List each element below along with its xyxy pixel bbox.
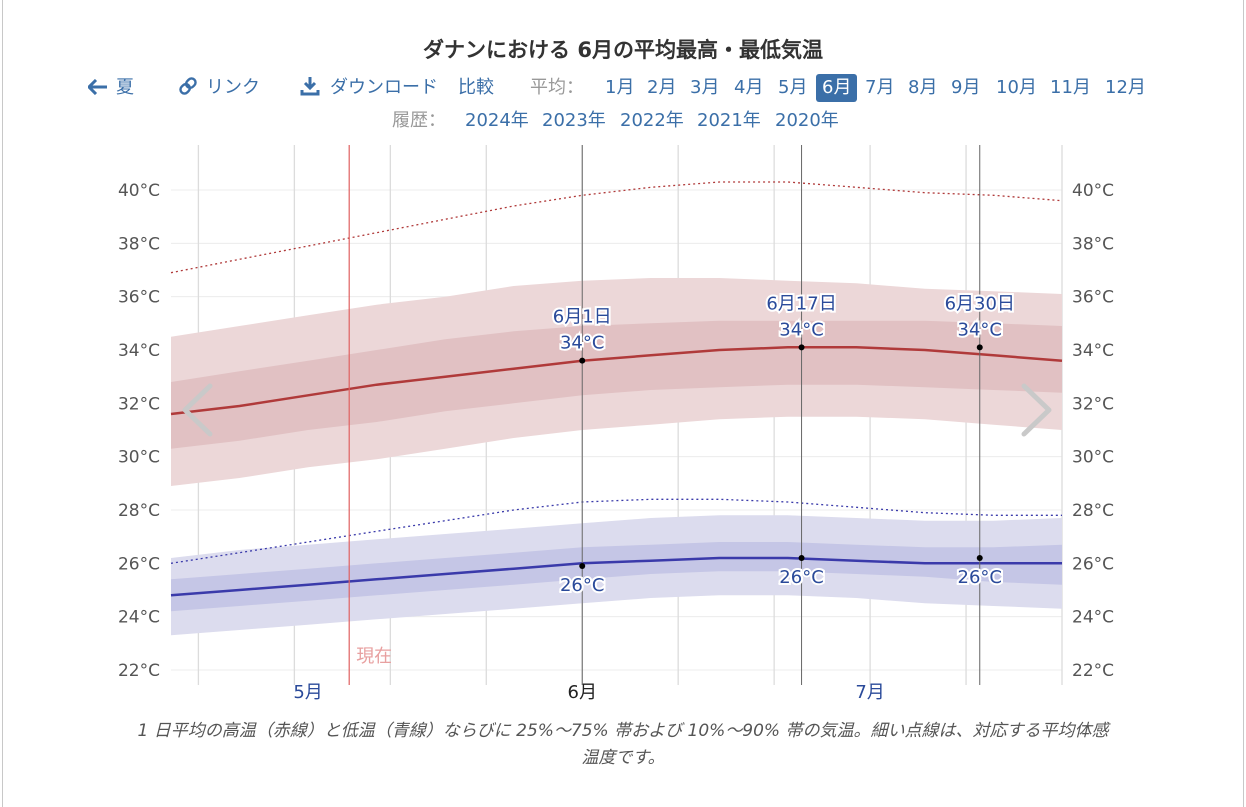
annotation-low-dot: [798, 555, 805, 561]
high-band-25-75: [171, 320, 1062, 449]
y-tick-label-right: 30°C: [1072, 448, 1114, 468]
annotation-high-dot: [798, 344, 805, 351]
month-link-8[interactable]: 8月: [908, 77, 938, 98]
y-tick-label-left: 26°C: [118, 554, 160, 574]
high-feels-like-line: [170, 181, 1063, 274]
annotation-low-dot: [976, 555, 983, 561]
left-border: [2, 0, 3, 807]
chart-caption: 1 日平均の高温（赤線）と低温（青線）ならびに 25%～75% 帯および 10%…: [137, 721, 1109, 768]
month-link-12[interactable]: 12月: [1105, 77, 1146, 98]
y-tick-label-left: 30°C: [118, 448, 160, 468]
compare-link[interactable]: 比較: [458, 77, 494, 98]
y-tick-label-right: 40°C: [1072, 181, 1114, 201]
chevron-left-icon: [182, 383, 213, 437]
month-link-3[interactable]: 3月: [690, 77, 720, 98]
month-link-10[interactable]: 10月: [996, 77, 1037, 98]
arrow-left-icon: [86, 78, 107, 96]
y-tick-label-right: 32°C: [1072, 394, 1114, 414]
history-label: 履歴：: [392, 110, 446, 131]
annotation-low-label: 26°C: [560, 575, 604, 596]
y-tick-label-right: 26°C: [1072, 554, 1114, 574]
annotation-low-label: 26°C: [958, 567, 1002, 588]
y-tick-label-left: 28°C: [118, 501, 160, 521]
y-tick-label-right: 22°C: [1072, 661, 1114, 681]
history-year-2022[interactable]: 2022年: [620, 110, 684, 131]
y-tick-label-right: 28°C: [1072, 501, 1114, 521]
high-temperature-line: [170, 346, 1063, 416]
month-link-4[interactable]: 4月: [734, 77, 764, 98]
link-icon: [179, 77, 197, 95]
y-tick-label-right: 24°C: [1072, 608, 1114, 628]
history-year-2023[interactable]: 2023年: [542, 110, 606, 131]
month-link-7[interactable]: 7月: [865, 77, 895, 98]
history-year-2020[interactable]: 2020年: [775, 110, 839, 131]
low-temperature-line: [170, 556, 1062, 597]
history-year-2024[interactable]: 2024年: [465, 110, 529, 131]
download-label: ダウンロード: [330, 77, 438, 98]
y-tick-label-right: 36°C: [1072, 288, 1114, 308]
annotation-low-dot: [579, 563, 586, 569]
x-month-label: 5月: [293, 682, 322, 703]
y-tick-label-left: 22°C: [118, 661, 160, 681]
y-tick-label-right: 34°C: [1072, 341, 1114, 361]
history-year-2021[interactable]: 2021年: [697, 110, 761, 131]
y-tick-label-left: 40°C: [118, 181, 160, 201]
annotation-high-label: 34°C: [560, 333, 604, 354]
y-tick-label-left: 24°C: [118, 608, 160, 628]
history-navigation: 履歴： 2024年 2023年 2022年 2021年 2020年: [0, 108, 1246, 134]
download-button[interactable]: ダウンロード: [300, 74, 438, 102]
month-link-2[interactable]: 2月: [647, 77, 677, 98]
x-month-label: 6月: [568, 682, 597, 703]
annotation-high-label: 34°C: [958, 319, 1002, 340]
link-label: リンク: [206, 77, 260, 98]
prev-season-label: 夏: [116, 77, 134, 98]
month-link-6-selected[interactable]: 6月: [816, 74, 858, 102]
y-tick-label-left: 32°C: [118, 394, 160, 414]
prev-season-link[interactable]: 夏: [86, 74, 134, 102]
month-link-11[interactable]: 11月: [1050, 77, 1091, 98]
average-label: 平均：: [530, 77, 584, 98]
annotation-date-label: 6月1日: [553, 307, 612, 328]
annotation-high-dot: [579, 357, 586, 364]
download-icon: [300, 77, 320, 96]
annotation-high-dot: [976, 344, 983, 351]
month-link-5[interactable]: 5月: [778, 77, 808, 98]
y-tick-label-left: 34°C: [118, 341, 160, 361]
month-link-9[interactable]: 9月: [951, 77, 981, 98]
right-border: [1243, 0, 1244, 807]
today-label: 現在: [356, 646, 392, 667]
y-tick-label-left: 38°C: [118, 234, 160, 254]
month-navigation: 夏 リンク ダウンロード 比較 平均： 1月 2月 3月 4月 5月 6月 7月…: [0, 74, 1246, 102]
y-tick-label-right: 38°C: [1072, 234, 1114, 254]
low-feels-like-line: [170, 498, 1062, 564]
annotation-high-label: 34°C: [779, 319, 823, 340]
y-tick-label-left: 36°C: [118, 288, 160, 308]
chevron-right-icon: [1021, 383, 1052, 437]
annotation-date-label: 6月30日: [945, 293, 1015, 314]
annotation-low-label: 26°C: [779, 567, 823, 588]
annotation-date-label: 6月17日: [766, 293, 836, 314]
link-button[interactable]: リンク: [178, 74, 260, 102]
x-month-label: 7月: [855, 682, 884, 703]
month-link-1[interactable]: 1月: [605, 77, 635, 98]
page-title: ダナンにおける 6月の平均最高・最低気温: [423, 38, 823, 62]
